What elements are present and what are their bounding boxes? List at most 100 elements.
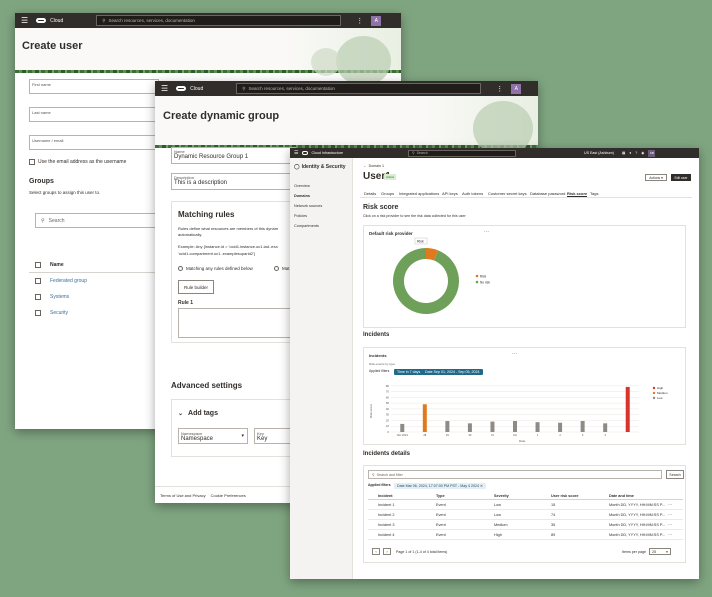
group-link[interactable]: Systems <box>50 294 70 300</box>
menu-icon[interactable]: ☰ <box>21 16 29 25</box>
table-row[interactable]: Security <box>35 310 68 316</box>
use-email-row[interactable]: Use the email address as the username <box>29 159 126 165</box>
sidebar-item-overview[interactable]: Overview <box>294 184 310 188</box>
tab-customer-secret-keys[interactable]: Customer secret keys <box>488 191 527 196</box>
groups-search-input[interactable]: ⚲ Search <box>35 213 160 228</box>
terms-link[interactable]: Terms of Use and Privacy <box>160 492 206 498</box>
search-bar[interactable]: ⚲ Search <box>408 149 517 157</box>
row-actions-icon[interactable]: ⋯ <box>668 503 672 507</box>
bar[interactable] <box>625 386 630 432</box>
details-filter-chip[interactable]: Date Mar 06, 2024, 17:07:00 PM PST - May… <box>394 483 487 489</box>
tab-integrated-applications[interactable]: Integrated applications <box>399 191 440 196</box>
breadcrumb-domain[interactable]: Domain 1 <box>368 164 384 168</box>
items-per-page-select[interactable]: 25 ▾ <box>648 548 671 555</box>
tab-tags[interactable]: Tags <box>590 191 599 196</box>
select-all-checkbox[interactable] <box>35 262 41 268</box>
use-email-checkbox[interactable] <box>29 159 35 165</box>
add-tags-toggle[interactable]: ⌄ Add tags <box>178 410 218 417</box>
bell-icon[interactable]: ♦ <box>629 151 632 155</box>
x-tick-label: 2 <box>559 433 561 437</box>
edit-user-button[interactable]: Edit user <box>671 174 691 181</box>
prev-page-button[interactable]: ‹ <box>372 548 380 555</box>
row-checkbox[interactable] <box>35 310 41 316</box>
tab-database-password[interactable]: Database password <box>530 191 566 196</box>
namespace-select[interactable]: Namespace Namespace ▾ <box>178 428 248 444</box>
bar[interactable] <box>490 421 495 432</box>
table-row[interactable] <box>368 520 683 530</box>
table-row[interactable]: Systems <box>35 294 69 300</box>
table-row[interactable] <box>368 510 683 520</box>
bar[interactable] <box>513 421 517 432</box>
more-icon[interactable]: ⋮ <box>356 17 364 25</box>
avatar[interactable]: A <box>511 83 522 94</box>
column-header-incident: Incident <box>378 494 393 498</box>
sidebar-item-policies[interactable]: Policies <box>294 214 308 218</box>
more-icon[interactable]: ⋯ <box>484 229 489 235</box>
row-actions-icon[interactable]: ⋯ <box>668 523 672 527</box>
search-placeholder: Search resources, services, documentatio… <box>108 18 195 23</box>
bar[interactable] <box>558 422 563 432</box>
cloud-logo-icon[interactable] <box>302 151 309 155</box>
search-bar[interactable]: ⚲ Search resources, services, documentat… <box>236 83 482 94</box>
sidebar-item-domains[interactable]: Domains <box>294 194 311 198</box>
radio-all[interactable] <box>274 266 279 271</box>
sidebar-item-compartments[interactable]: Compartments <box>294 224 319 228</box>
risk-provider-card[interactable]: Default risk provider ⋯ Risk Risk No risk <box>363 225 686 328</box>
sidebar-item-network-sources[interactable]: Network sources <box>294 204 323 208</box>
cloud-logo-icon[interactable] <box>176 86 187 91</box>
radio-any-option[interactable]: Matching any rules defined below <box>178 266 253 271</box>
bar[interactable] <box>422 404 427 432</box>
rule-builder-button[interactable]: Rule builder <box>178 280 214 294</box>
cell-type: Event <box>436 513 446 517</box>
y-tick-label: 80 <box>386 384 390 388</box>
more-icon[interactable]: ⋮ <box>496 85 504 93</box>
donut-slice-no-risk[interactable] <box>393 248 459 314</box>
chevron-down-icon: ▾ <box>666 549 668 554</box>
tab-auth-tokens[interactable]: Auth tokens <box>462 191 484 196</box>
row-checkbox[interactable] <box>35 278 41 284</box>
search-bar[interactable]: ⚲ Search resources, services, documentat… <box>96 15 342 26</box>
table-row[interactable] <box>368 500 683 510</box>
help-icon[interactable]: ? <box>635 151 638 155</box>
tab-details[interactable]: Details <box>364 191 377 196</box>
tab-api-keys[interactable]: API keys <box>442 191 458 196</box>
bar[interactable] <box>580 421 585 432</box>
bar[interactable] <box>603 423 608 432</box>
actions-button[interactable]: Actions ▾ <box>645 174 667 181</box>
next-page-button[interactable]: › <box>383 548 391 555</box>
donut-slice-risk[interactable] <box>426 248 439 261</box>
radio-all-option[interactable]: Mat <box>274 266 290 271</box>
table-row[interactable] <box>368 530 683 540</box>
row-actions-icon[interactable]: ⋯ <box>668 533 672 537</box>
filter-chip-date[interactable]: Date Sep 01, 2024 - Sep 05, 2024 <box>422 369 483 375</box>
tab-risk-score[interactable]: Risk score <box>567 191 588 197</box>
region-selector[interactable]: US East (Ashburn) <box>584 151 615 155</box>
group-link[interactable]: Security <box>50 310 69 316</box>
cookie-link[interactable]: Cookie Preferences <box>210 492 246 498</box>
bar[interactable] <box>445 421 450 432</box>
details-search-input[interactable]: ⚲ Search and filter <box>368 470 662 479</box>
avatar[interactable]: A <box>371 15 382 26</box>
details-search-button[interactable]: Search <box>666 470 684 479</box>
tab-groups[interactable]: Groups <box>381 191 395 196</box>
x-tick-label: 3 <box>582 433 584 437</box>
avatar[interactable]: KB <box>648 149 656 157</box>
more-icon[interactable]: ⋯ <box>512 351 517 357</box>
cloud-shell-icon[interactable]: ▩ <box>622 151 626 155</box>
bar-marks <box>400 386 630 432</box>
bar[interactable] <box>400 423 405 432</box>
menu-icon[interactable]: ☰ <box>294 150 299 156</box>
table-row[interactable]: Federated group <box>35 278 87 284</box>
menu-icon[interactable]: ☰ <box>161 84 169 93</box>
bar[interactable] <box>535 422 540 432</box>
row-checkbox[interactable] <box>35 294 41 300</box>
group-link[interactable]: Federated group <box>50 278 87 284</box>
row-actions-icon[interactable]: ⋯ <box>668 513 672 517</box>
bar[interactable] <box>467 423 472 432</box>
radio-any[interactable] <box>178 266 183 271</box>
globe-icon[interactable]: ◉ <box>641 151 645 155</box>
cloud-logo-icon[interactable] <box>36 18 47 23</box>
breadcrumb[interactable]: ← Domain 1 <box>363 164 384 168</box>
back-arrow-icon[interactable]: ← <box>363 164 367 168</box>
filter-chip-time[interactable]: Time in 7 days <box>394 369 424 375</box>
